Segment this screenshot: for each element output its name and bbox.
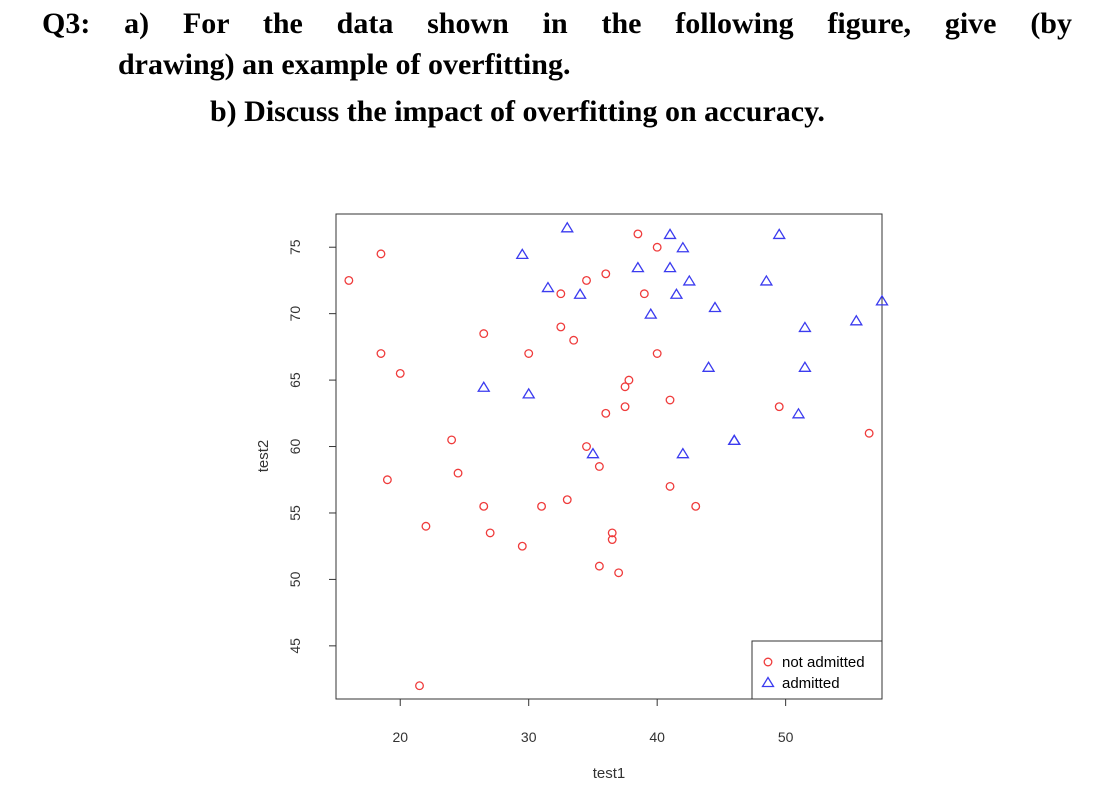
admitted-point (772, 228, 786, 240)
admitted-point (701, 361, 716, 372)
x-tick-label: 30 (521, 729, 537, 745)
y-tick-label: 50 (287, 571, 303, 587)
not-admitted-point (562, 495, 572, 505)
y-tick-label: 65 (287, 372, 303, 388)
legend-label-admitted: admitted (782, 675, 840, 692)
not-admitted-point (569, 335, 579, 345)
question-line-a: Q3: a) For the data shown in the followi… (42, 7, 1072, 40)
not-admitted-point (344, 275, 354, 285)
not-admitted-point (601, 408, 611, 418)
not-admitted-point (665, 481, 675, 491)
not-admitted-point (620, 382, 630, 392)
not-admitted-point (556, 289, 566, 299)
not-admitted-point (537, 501, 547, 511)
admitted-point (663, 261, 677, 273)
not-admitted-point (415, 681, 424, 691)
admitted-point (663, 228, 677, 240)
not-admitted-point (421, 521, 431, 531)
admitted-point (798, 321, 812, 333)
admitted-point (631, 261, 645, 273)
y-tick-label: 75 (287, 239, 303, 255)
x-tick-label: 40 (649, 729, 665, 745)
y-tick-label: 70 (287, 306, 303, 322)
not-admitted-point (652, 242, 662, 252)
not-admitted-point (447, 435, 457, 445)
y-axis-title: test2 (255, 440, 272, 473)
data-points (344, 221, 889, 691)
admitted-point (586, 447, 600, 459)
legend-triangle-icon (761, 676, 775, 688)
not-admitted-point (479, 329, 489, 339)
admitted-point (676, 241, 690, 253)
not-admitted-point (556, 322, 566, 332)
admitted-point (682, 274, 696, 286)
admitted-point (798, 361, 812, 372)
admitted-point (791, 407, 806, 419)
admitted-point (727, 434, 741, 446)
admitted-point (875, 294, 889, 306)
not-admitted-point (633, 229, 643, 239)
y-tick-label: 60 (287, 439, 303, 455)
not-admitted-point (691, 501, 701, 511)
admitted-point (477, 380, 491, 392)
x-tick-label: 50 (778, 729, 794, 745)
not-admitted-point (864, 428, 874, 438)
not-admitted-point (594, 462, 604, 471)
not-admitted-point (601, 269, 611, 279)
y-tick-label: 45 (287, 638, 303, 654)
admitted-point (708, 301, 722, 313)
not-admitted-point (624, 375, 634, 385)
legend-label-not-admitted: not admitted (782, 654, 865, 671)
legend-circle-icon (763, 657, 773, 667)
admitted-point (573, 287, 587, 299)
not-admitted-point (582, 442, 591, 451)
plot-frame (335, 213, 883, 700)
legend-box (751, 640, 883, 700)
not-admitted-point (652, 349, 662, 358)
not-admitted-point (639, 289, 649, 299)
admitted-point (644, 307, 658, 319)
admitted-point (849, 314, 863, 326)
not-admitted-point (524, 349, 534, 358)
not-admitted-point (665, 395, 675, 405)
not-admitted-point (582, 275, 591, 285)
not-admitted-point (485, 528, 495, 538)
question-line-b: b) Discuss the impact of overfitting on … (210, 95, 825, 128)
not-admitted-point (376, 349, 386, 358)
not-admitted-point (607, 528, 617, 538)
admitted-point (541, 281, 555, 293)
admitted-point (759, 274, 774, 286)
legend: not admitted admitted (751, 640, 883, 700)
not-admitted-point (453, 468, 463, 478)
not-admitted-point (382, 475, 392, 485)
not-admitted-point (517, 541, 527, 551)
not-admitted-point (594, 561, 604, 571)
question-line-a-continued: drawing) an example of overfitting. (118, 48, 571, 81)
x-tick-label: 20 (392, 729, 408, 745)
not-admitted-point (614, 568, 624, 578)
x-axis-title: test1 (593, 765, 626, 782)
admitted-point (727, 434, 741, 446)
not-admitted-point (774, 402, 784, 412)
admitted-point (669, 287, 684, 299)
not-admitted-point (620, 402, 630, 412)
not-admitted-point (607, 535, 617, 544)
not-admitted-point (479, 501, 489, 511)
not-admitted-point (376, 249, 386, 259)
axis-ticks: 20 30 40 50 45 50 55 60 65 70 75 (287, 239, 794, 745)
y-tick-label: 55 (287, 505, 303, 521)
admitted-point (676, 447, 690, 459)
admitted-point (560, 221, 574, 233)
admitted-point (515, 248, 529, 260)
not-admitted-point (395, 369, 405, 378)
admitted-point (522, 387, 536, 399)
